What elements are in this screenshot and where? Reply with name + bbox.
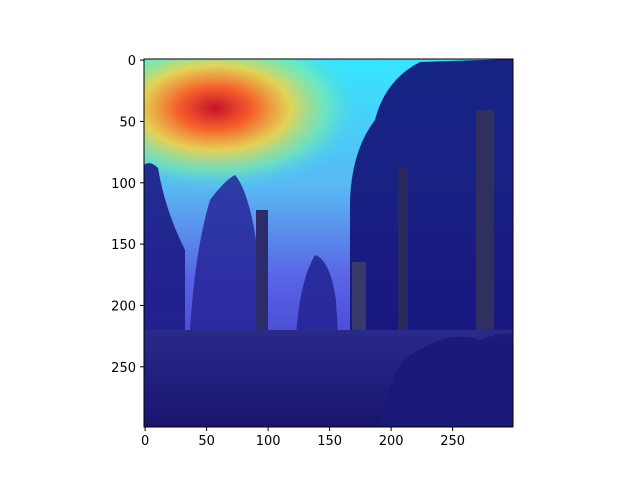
y-tick-label: 100	[111, 177, 136, 192]
shrubs-right	[380, 333, 513, 427]
x-axis: 0 50 100 150 200 250	[141, 427, 465, 449]
y-axis: 0 50 100 150 200 250	[111, 54, 144, 376]
x-tick-label: 250	[440, 434, 465, 449]
y-tick-label: 50	[119, 115, 136, 130]
heatmap-image	[144, 59, 513, 427]
totem-pole-right-1	[398, 168, 408, 348]
totem-pole-left	[256, 210, 268, 360]
plot-frame	[143, 58, 514, 428]
x-tick-label: 0	[141, 434, 149, 449]
y-tick-label: 0	[128, 54, 136, 69]
tree-mass-mid	[296, 255, 338, 335]
x-tick-label: 100	[256, 434, 281, 449]
totem-pole-center	[352, 262, 366, 352]
attention-hotspot	[144, 59, 365, 193]
y-tick-label: 200	[111, 299, 136, 314]
x-tick-label: 150	[317, 434, 342, 449]
totem-pole-right-2	[476, 110, 494, 330]
y-tick-label: 150	[111, 238, 136, 253]
y-tick-label: 250	[111, 361, 136, 376]
tree-mass-center	[190, 175, 262, 330]
x-tick-label: 200	[379, 434, 404, 449]
x-tick-label: 50	[198, 434, 215, 449]
